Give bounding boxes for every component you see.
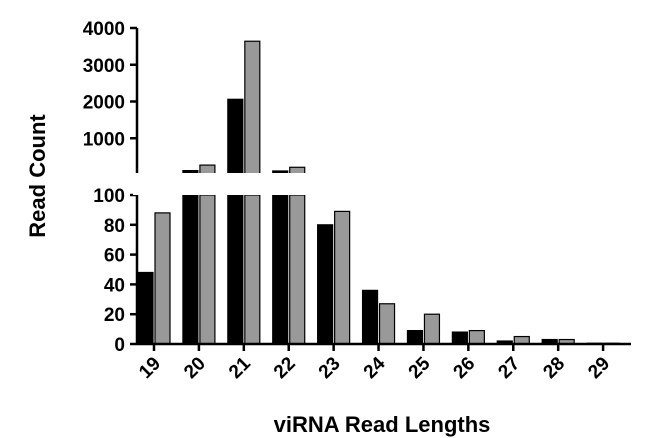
y-tick-label: 40 bbox=[104, 275, 125, 296]
lower-y-axis: 0 20 40 60 80 100 bbox=[93, 186, 139, 356]
y-tick-label: 3000 bbox=[83, 56, 125, 77]
bar bbox=[227, 98, 244, 176]
y-tick-label: 60 bbox=[104, 246, 125, 267]
y-tick-label: 4000 bbox=[83, 19, 125, 40]
y-tick-label: 80 bbox=[104, 216, 125, 237]
bar bbox=[423, 313, 441, 345]
bar bbox=[361, 289, 379, 345]
bar bbox=[154, 212, 171, 345]
bar bbox=[451, 331, 468, 345]
bar bbox=[317, 224, 334, 345]
x-tick-label: 19 bbox=[135, 353, 165, 383]
x-tick-label: 25 bbox=[405, 353, 435, 383]
y-axis-label: Read Count bbox=[25, 114, 50, 238]
bar bbox=[227, 194, 244, 345]
bar bbox=[378, 303, 396, 345]
upper-y-axis: 1000 2000 3000 4000 bbox=[83, 19, 139, 175]
bar bbox=[289, 194, 306, 345]
bar bbox=[272, 194, 289, 345]
x-tick-label: 27 bbox=[494, 353, 524, 383]
x-tick-label: 28 bbox=[539, 353, 569, 383]
y-tick-label: 0 bbox=[114, 335, 125, 356]
x-tick-label: 29 bbox=[584, 353, 614, 383]
bar bbox=[137, 271, 154, 345]
bar bbox=[244, 40, 261, 176]
x-tick-label: 22 bbox=[270, 353, 300, 383]
bar bbox=[182, 194, 199, 345]
x-axis-label: viRNA Read Lengths bbox=[274, 412, 491, 437]
y-tick-label: 1000 bbox=[83, 129, 125, 150]
bar bbox=[334, 210, 351, 345]
x-tick-label: 23 bbox=[315, 353, 345, 383]
axis-break bbox=[133, 173, 635, 195]
x-tick-label: 26 bbox=[450, 353, 480, 383]
bar bbox=[406, 329, 424, 345]
axis-break-gap bbox=[133, 173, 635, 195]
bar bbox=[468, 329, 485, 345]
y-tick-label: 2000 bbox=[83, 93, 125, 114]
y-tick-label: 100 bbox=[93, 186, 125, 207]
bar bbox=[199, 194, 216, 345]
x-tick-label: 24 bbox=[360, 353, 390, 383]
bars-group bbox=[137, 40, 620, 345]
x-tick-label: 20 bbox=[180, 353, 210, 383]
y-tick-label: 20 bbox=[104, 305, 125, 326]
x-axis: 19 20 21 22 23 24 25 26 27 28 29 bbox=[135, 342, 631, 383]
x-tick-label: 21 bbox=[225, 353, 255, 383]
bar bbox=[244, 194, 261, 345]
